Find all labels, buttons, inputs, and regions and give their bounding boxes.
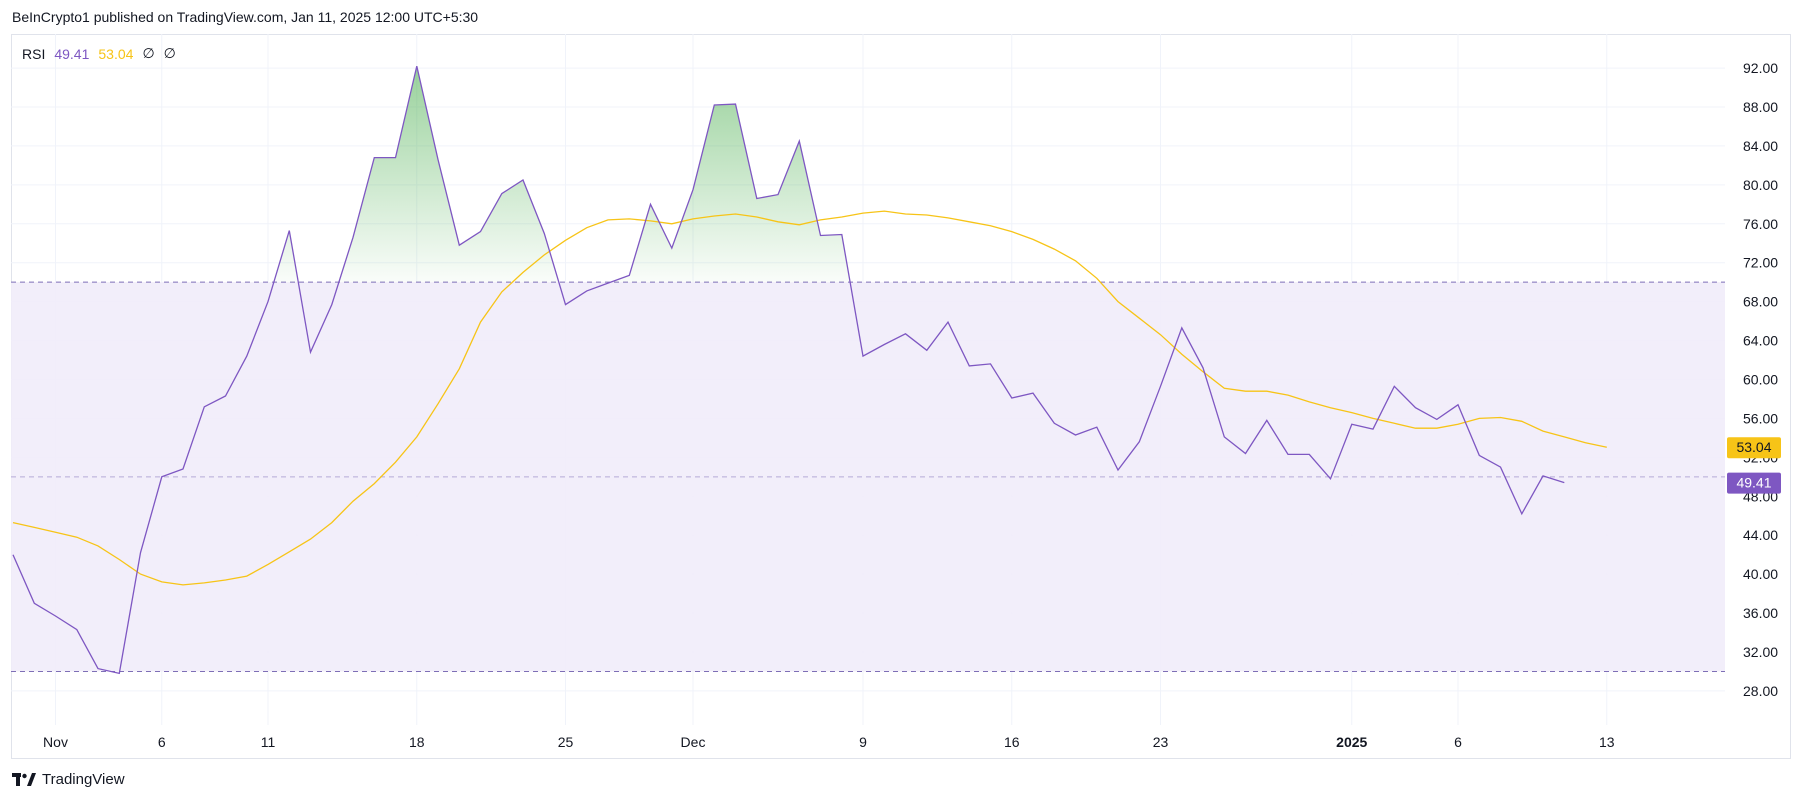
- legend-ma-value: 53.04: [98, 45, 134, 62]
- y-tick-label: 32.00: [1743, 644, 1778, 660]
- rsi-ma-line: [12, 210, 1607, 586]
- x-tick-label: 6: [158, 734, 166, 750]
- y-tick-label: 76.00: [1743, 216, 1778, 232]
- x-tick-label: 18: [409, 734, 425, 750]
- legend-indicator-name: RSI: [22, 45, 46, 62]
- x-axis: Nov 6 11 18 25 Dec 9 16 23 2025 6 13: [43, 734, 1615, 750]
- x-tick-label: Dec: [681, 734, 706, 750]
- rsi-last-value-label-bg: [1727, 472, 1781, 494]
- y-tick-label: 68.00: [1743, 294, 1778, 310]
- tradingview-branding[interactable]: TradingView: [12, 771, 125, 788]
- x-tick-label: 16: [1004, 734, 1020, 750]
- y-tick-label: 72.00: [1743, 255, 1778, 271]
- ma-last-value-label: 53.04: [1736, 439, 1771, 455]
- y-axis: 92.00 88.00 84.00 80.00 76.00 72.00 68.00 64.00…: [1743, 60, 1778, 699]
- y-tick-label: 92.00: [1743, 60, 1778, 76]
- legend-na-value-1: ∅: [142, 45, 155, 61]
- x-tick-label: 6: [1454, 734, 1462, 750]
- x-tick-label: Nov: [43, 734, 68, 750]
- y-tick-label: 40.00: [1743, 566, 1778, 582]
- y-tick-label: 28.00: [1743, 683, 1778, 699]
- y-tick-label: 80.00: [1743, 177, 1778, 193]
- x-tick-label: 9: [859, 734, 867, 750]
- x-tick-label: 13: [1599, 734, 1615, 750]
- last-value-labels: 53.04 49.41: [1727, 437, 1781, 494]
- legend-rsi-value: 49.41: [54, 45, 90, 62]
- tradingview-logo-icon: [12, 772, 36, 786]
- y-tick-label: 44.00: [1743, 527, 1778, 543]
- legend-na-value-2: ∅: [163, 45, 176, 61]
- indicator-legend[interactable]: RSI 49.41 53.04 ∅ ∅: [22, 45, 176, 62]
- series-lines: [12, 65, 1607, 675]
- y-tick-label: 88.00: [1743, 99, 1778, 115]
- publisher-caption: BeInCrypto1 published on TradingView.com…: [12, 9, 479, 25]
- rsi-last-value-label: 49.41: [1736, 475, 1771, 491]
- y-tick-label: 56.00: [1743, 410, 1778, 426]
- x-tick-label: 23: [1153, 734, 1169, 750]
- brand-name: TradingView: [42, 771, 125, 788]
- x-tick-label: 25: [558, 734, 574, 750]
- x-tick-label: 2025: [1336, 734, 1367, 750]
- ma-last-value-label-bg: [1727, 437, 1781, 459]
- y-tick-label: 36.00: [1743, 605, 1778, 621]
- rsi-line: [12, 65, 1565, 675]
- y-tick-label: 60.00: [1743, 372, 1778, 388]
- y-tick-label: 84.00: [1743, 138, 1778, 154]
- y-tick-label: 64.00: [1743, 333, 1778, 349]
- rsi-bands: [11, 281, 1725, 672]
- x-tick-label: 11: [261, 734, 276, 750]
